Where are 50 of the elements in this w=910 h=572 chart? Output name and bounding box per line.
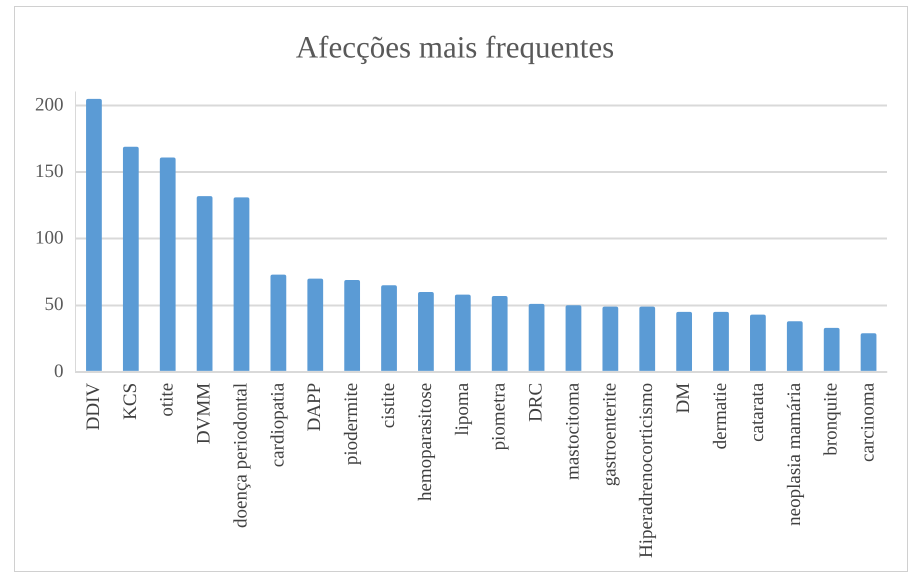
x-tick-label: DDIV (82, 382, 104, 430)
y-tick-label: 0 (54, 360, 64, 382)
x-tick-label: catarata (746, 382, 768, 442)
x-tick-label: bronquite (820, 382, 842, 456)
bar (454, 294, 471, 371)
x-tick-label: dermatie (710, 382, 731, 450)
bar (270, 274, 286, 371)
bar (750, 314, 766, 371)
x-tick-label: mastocitoma (562, 382, 584, 480)
bar (122, 146, 139, 371)
y-tick-label: 100 (35, 228, 64, 249)
x-tick-label: doença periodontal (230, 382, 252, 528)
bar (528, 304, 544, 371)
bar (824, 328, 840, 371)
x-tick-label: piodermite (341, 382, 362, 466)
x-tick-label: DM (673, 382, 694, 414)
x-tick-label: carcinoma (858, 382, 879, 462)
x-tick-label: otite (156, 382, 178, 417)
bar (676, 312, 692, 371)
x-tick-label: piometra (488, 382, 510, 450)
x-tick-label: KCS (120, 382, 141, 420)
y-tick-label: 200 (35, 94, 64, 116)
x-tick-label: DVMM (194, 382, 215, 444)
bar (307, 278, 324, 371)
bar (639, 306, 656, 371)
bar (160, 157, 176, 371)
x-tick-label: neoplasia mamária (784, 382, 805, 526)
x-tick-label: Hiperadrenocorticismo (636, 382, 658, 558)
bar (566, 305, 582, 371)
x-tick-label: cistite (378, 382, 400, 428)
bar (713, 312, 729, 371)
bar (492, 296, 508, 371)
x-tick-label: DAPP (304, 382, 326, 432)
bar (786, 321, 803, 371)
bar (418, 292, 434, 371)
x-tick-label: DRC (526, 382, 547, 422)
bar (344, 280, 360, 371)
x-tick-label: hemoparasitose (414, 382, 436, 502)
y-tick-label: 150 (35, 161, 64, 182)
y-tick-label: 50 (44, 294, 64, 316)
bar (602, 306, 618, 371)
bar (196, 196, 212, 371)
x-tick-label: lipoma (452, 382, 473, 436)
bar (860, 333, 876, 371)
bar (86, 98, 102, 371)
x-tick-label: cardiopatia (267, 382, 288, 468)
x-tick-label: gastroenterite (599, 382, 620, 486)
bar (234, 197, 250, 371)
bar (381, 285, 397, 371)
chart-title: Afecções mais frequentes (296, 30, 614, 65)
